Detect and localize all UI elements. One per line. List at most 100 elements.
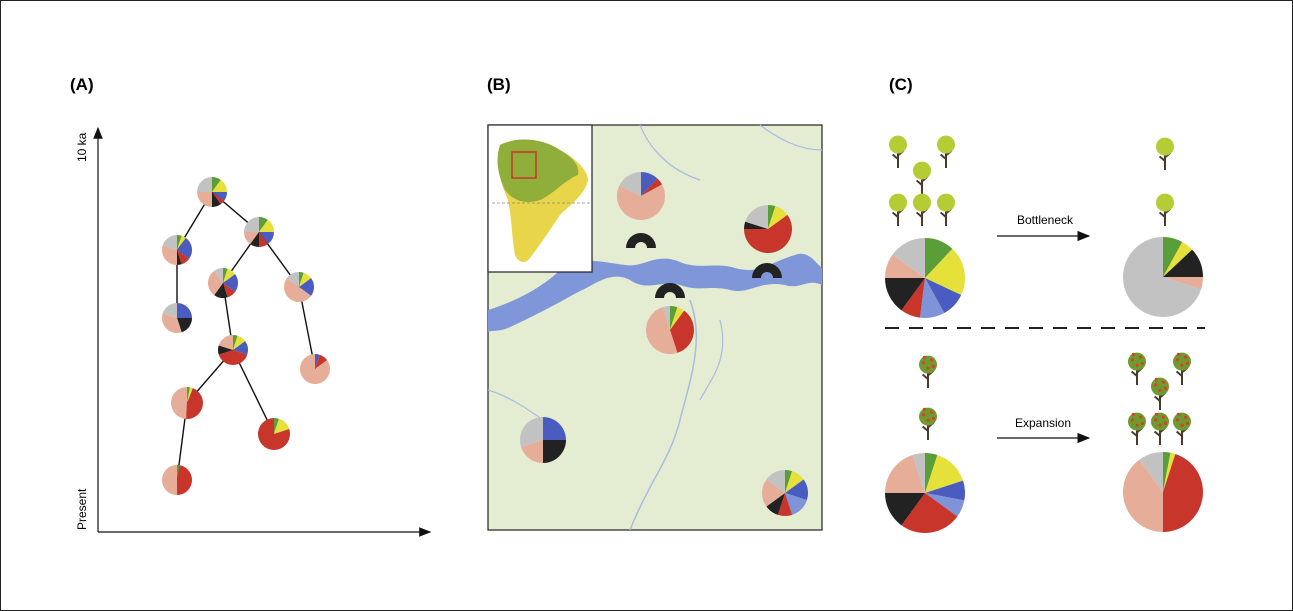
panel-label: (C) [889,75,913,94]
pie-slice [162,303,177,318]
pie-slice [212,192,225,205]
pie-slice [250,232,259,247]
pie-slice [212,179,227,192]
fruit [1158,423,1162,427]
pie-slice [766,470,785,493]
fruit [1163,386,1167,390]
fruit [1140,361,1144,365]
pie-slice [925,453,938,493]
pie-slice [744,214,792,253]
pie-slice [641,172,658,196]
fruit [1180,363,1184,367]
pie-slice [785,493,807,515]
pie-slice [197,192,212,207]
pie-slice [543,440,566,463]
pie-slice [1163,249,1203,277]
pie-slice [670,306,678,330]
fruit [1153,383,1158,387]
fruit [930,410,934,414]
pie-slice [218,350,248,365]
axis-label: 10 ka [75,132,89,162]
fruit [1163,421,1167,425]
tree-crown [919,407,937,426]
pie-slice [299,278,314,296]
pie-slice [162,245,177,265]
pie-slice [912,453,925,493]
pie-slice [212,192,227,201]
pie-slice [299,272,312,287]
pie-slice [662,306,670,330]
pie-slice [892,238,925,278]
pie-slice [885,454,925,493]
tree-crown [889,193,907,212]
pie-slice [177,465,192,495]
pie-slice [233,335,238,350]
fruit [1176,352,1180,356]
pie-slice [212,192,221,207]
pies [161,172,1203,533]
tree-crown [1156,137,1174,156]
fruit [1158,388,1162,392]
pie-slice [1163,453,1203,532]
fruit [1184,355,1188,359]
pie-slice [177,318,192,333]
pie-slice [218,335,233,350]
pie-slice [646,307,678,354]
pie-slice [670,307,685,330]
pie-slice [901,493,958,533]
fruit [1176,412,1180,416]
pie-slice [244,217,259,232]
pie-slice [745,205,768,229]
pie-slice [925,454,964,493]
pie-slice [162,235,177,250]
fruit [1139,415,1143,419]
pie-slice [520,417,543,448]
pie-slice [619,172,641,196]
tree-crown [1156,193,1174,212]
tree-crown [1151,377,1169,396]
fruit [1131,412,1135,416]
fruit [1154,377,1158,381]
pie-slice [259,232,268,247]
pie-slice [274,418,290,434]
pie-slice [177,235,186,250]
pie-slice [761,479,785,507]
pie-slice [259,232,274,245]
pie-slice [286,272,299,287]
fruit [926,366,930,370]
fruit [1131,352,1135,356]
pie-slice [1163,241,1193,277]
fruit [921,413,926,417]
pie-slice [521,440,543,463]
pie-slice [925,278,962,314]
tree-crown [1173,352,1191,371]
fruit [1180,423,1184,427]
fruit [1185,421,1189,425]
fruit [931,364,936,368]
tree-crown [913,193,931,212]
pie-slice [1163,452,1176,492]
arrow-label: Bottleneck [1017,213,1074,227]
fruit [921,361,926,365]
pie-slice [177,235,182,250]
fruit [1130,358,1135,362]
pie-slice [785,471,804,493]
fruit [926,418,930,422]
pie-slice [1163,277,1203,290]
fruit [1162,415,1166,419]
pie-slice [299,272,304,287]
pie-slice [901,278,925,318]
pie-slice [617,184,665,221]
pie-slice [885,254,925,278]
fruit [1130,418,1135,422]
fruit [1140,421,1144,425]
pie-slice [223,268,236,283]
tree-crown [913,161,931,180]
tree-crown [919,355,937,374]
pie-slice [885,278,925,311]
pie-slice [1123,459,1163,532]
pie-slice [919,278,945,319]
pie-slice [925,493,965,517]
fruit [1184,415,1188,419]
pie-slice [284,278,312,302]
